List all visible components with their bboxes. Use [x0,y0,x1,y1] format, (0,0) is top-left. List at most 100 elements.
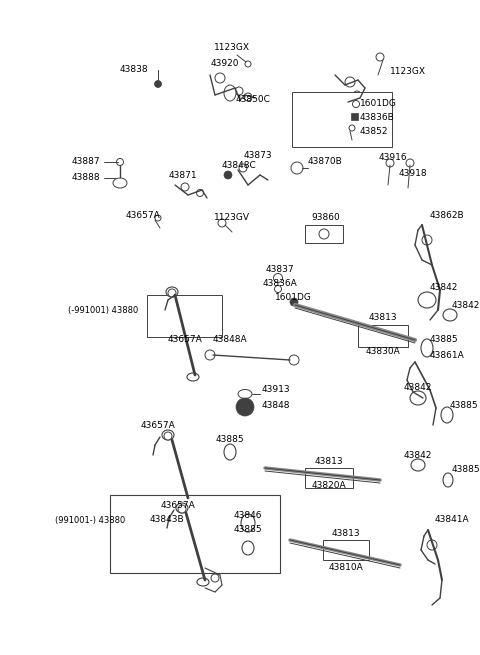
Circle shape [245,61,251,67]
Ellipse shape [166,287,178,297]
Text: 43657A: 43657A [168,335,203,345]
Circle shape [215,73,225,83]
Text: 43813: 43813 [315,457,343,466]
Circle shape [422,235,432,245]
Ellipse shape [238,390,252,398]
Text: 43657A: 43657A [141,421,175,430]
Text: 43830A: 43830A [366,348,400,356]
Text: 43848C: 43848C [222,160,257,170]
Circle shape [290,298,298,306]
Circle shape [353,91,361,99]
Ellipse shape [241,514,255,532]
Ellipse shape [187,373,199,381]
Bar [147,295,222,337]
Circle shape [244,93,252,101]
Text: 43888: 43888 [72,174,100,183]
Circle shape [352,100,360,107]
Ellipse shape [418,292,436,308]
Bar [292,92,392,147]
Text: 43885: 43885 [450,400,479,409]
Circle shape [211,574,219,582]
Text: 43841A: 43841A [435,515,469,525]
Text: 43852: 43852 [360,126,388,136]
Ellipse shape [113,178,127,188]
Bar [305,225,343,243]
Bar [110,495,280,573]
Text: 43846: 43846 [234,510,262,519]
Bar [323,540,369,560]
Circle shape [275,286,281,293]
Circle shape [205,350,215,360]
Ellipse shape [443,473,453,487]
Bar [358,325,408,347]
Text: 43813: 43813 [332,529,360,538]
Ellipse shape [176,503,188,513]
Text: 43916: 43916 [379,153,408,162]
Ellipse shape [443,309,457,321]
Text: 43870B: 43870B [308,157,343,166]
Text: 1123GX: 1123GX [390,67,426,77]
Text: 43871: 43871 [168,170,197,179]
Ellipse shape [224,444,236,460]
Circle shape [427,540,437,550]
Text: 43913: 43913 [262,386,290,394]
Text: 43861A: 43861A [430,350,465,360]
Text: 93860: 93860 [312,214,340,223]
Ellipse shape [197,578,209,586]
Circle shape [155,81,161,88]
Text: 43842: 43842 [430,284,458,293]
Text: 43810A: 43810A [329,563,363,572]
Text: 43885: 43885 [452,466,480,474]
Text: (991001-) 43880: (991001-) 43880 [55,515,125,525]
Text: 43887: 43887 [72,157,100,166]
Ellipse shape [441,407,453,423]
Ellipse shape [180,496,192,504]
Text: 1601DG: 1601DG [360,98,397,107]
Text: 43843B: 43843B [150,515,184,525]
Circle shape [236,398,254,416]
Text: 43842: 43842 [452,301,480,310]
Circle shape [291,162,303,174]
Text: 43918: 43918 [399,168,427,178]
Circle shape [196,189,204,196]
Text: 43848: 43848 [262,400,290,409]
Circle shape [345,77,355,87]
Text: 43920: 43920 [211,58,239,67]
Circle shape [235,87,243,95]
Circle shape [168,289,176,297]
Text: 43873: 43873 [244,151,272,160]
Text: 43842: 43842 [404,451,432,460]
Circle shape [178,505,186,513]
Circle shape [218,219,226,227]
Text: 43838: 43838 [120,66,148,75]
Text: 1601DG: 1601DG [275,293,312,301]
Bar [351,113,358,120]
Circle shape [289,355,299,365]
Circle shape [181,183,189,191]
Bar [305,468,353,488]
Text: 43657A: 43657A [126,210,160,219]
Text: 43848A: 43848A [213,335,247,345]
Text: 43842: 43842 [404,383,432,392]
Text: 43657A: 43657A [161,500,195,510]
Ellipse shape [410,391,426,405]
Ellipse shape [421,339,433,357]
Text: 43885: 43885 [234,525,262,534]
Text: 43813: 43813 [369,314,397,322]
Text: 43850C: 43850C [235,96,270,105]
Circle shape [406,159,414,167]
Circle shape [386,159,394,167]
Ellipse shape [162,430,174,440]
Circle shape [155,215,161,221]
Text: 43885: 43885 [430,335,458,345]
Circle shape [274,274,283,282]
Text: 43836B: 43836B [360,113,395,121]
Text: (-991001) 43880: (-991001) 43880 [68,305,138,314]
Circle shape [224,171,232,179]
Text: 43837: 43837 [266,265,294,274]
Text: 43885: 43885 [216,436,244,445]
Circle shape [164,432,172,440]
Circle shape [349,125,355,131]
Circle shape [117,159,123,166]
Text: 43862B: 43862B [430,210,465,219]
